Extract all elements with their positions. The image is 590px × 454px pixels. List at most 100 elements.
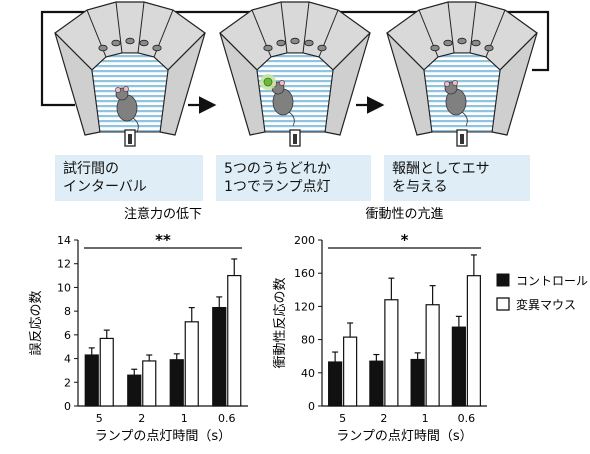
bar-mutant [343, 336, 358, 407]
bar-mutant [142, 360, 157, 407]
operant-box [54, 1, 206, 147]
mouse-tail [288, 111, 295, 127]
legend-label-mutant: 変異マウス [516, 297, 576, 312]
bar-mutant [466, 275, 481, 407]
mouse-tail [461, 111, 468, 127]
caption-line: 報酬としてエサ [392, 161, 490, 177]
nose-poke-hole [304, 39, 314, 47]
bar-mutant [184, 321, 199, 407]
chart-title: 注意力の低下 [124, 206, 202, 222]
nose-poke-hole [317, 44, 327, 52]
bar-control [169, 359, 184, 407]
y-tick-label: 8 [64, 305, 71, 318]
y-tick-label: 2 [64, 376, 71, 389]
nose-poke-hole [139, 39, 149, 47]
y-tick-label: 14 [57, 234, 71, 247]
y-tick-label: 4 [64, 353, 71, 366]
nose-poke-hole [443, 39, 453, 47]
y-tick-label: 6 [64, 329, 71, 342]
bar-control [369, 360, 384, 407]
bar-control [84, 354, 99, 407]
y-axis-label: 衝動性反応の数 [273, 277, 288, 368]
mouse-ear [444, 81, 450, 87]
nose-poke-hole [430, 44, 440, 52]
x-tick-label: 0.6 [218, 412, 236, 425]
x-tick-label: 2 [380, 412, 387, 425]
chamber-edge [137, 1, 145, 54]
step-caption-reward: 報酬としてエサ を与える [384, 155, 530, 201]
mouse-ear [123, 86, 129, 92]
chamber-floor [256, 52, 334, 133]
x-tick-label: 1 [181, 412, 188, 425]
mouse-ear [452, 80, 458, 86]
significance-marker: ** [155, 231, 171, 249]
chamber-edge [302, 1, 310, 54]
bar-control [451, 326, 466, 407]
mouse-ear [115, 87, 121, 93]
y-tick-label: 160 [294, 267, 315, 280]
y-tick-label: 40 [301, 367, 315, 380]
step-caption-lamp: 5つのうちどれか 1つでランプ点灯 [216, 155, 371, 201]
y-tick-label: 10 [57, 281, 71, 294]
legend-swatch-mutant [496, 297, 510, 311]
y-tick-label: 0 [64, 400, 71, 413]
bar-mutant [99, 337, 114, 407]
operant-box [386, 1, 538, 147]
chart-attention: 注意力の低下 ** 0 2 4 6 8 10 12 14 誤反応の数 5 2 1 0.6 ランプの点灯時間（s… [28, 206, 248, 444]
chamber-floor [91, 52, 169, 133]
bar-control [127, 374, 142, 407]
nose-poke-hole [457, 37, 467, 45]
bar-control [212, 306, 227, 407]
step-caption-intertrial: 試行間の インターバル [55, 155, 203, 201]
x-axis-label: ランプの点灯時間（s） [95, 429, 231, 444]
nose-poke-hole [152, 44, 162, 52]
bar-control [410, 358, 425, 407]
nose-poke-hole [276, 39, 286, 47]
y-tick-label: 80 [301, 334, 315, 347]
significance-marker: * [401, 231, 409, 249]
nose-poke-hole [484, 44, 494, 52]
operant-box [219, 1, 371, 147]
mouse [444, 80, 468, 127]
y-tick-label: 120 [294, 300, 315, 313]
y-tick-label: 12 [57, 258, 71, 271]
operant-boxes [54, 1, 538, 147]
food-magazine-slot [460, 134, 464, 144]
bar-mutant [384, 299, 399, 407]
bar-control [328, 361, 343, 407]
bar-mutant [227, 274, 242, 407]
chamber-edge [469, 1, 477, 54]
chamber-edge [447, 1, 455, 54]
food-magazine-slot [128, 134, 132, 144]
nose-poke-hole [98, 44, 108, 52]
chamber-edge [280, 1, 288, 54]
legend-swatch-control [496, 273, 510, 287]
y-axis-label: 誤反応の数 [28, 290, 44, 355]
caption-line: 試行間の [63, 161, 119, 177]
caption-line: インターバル [63, 179, 147, 195]
y-tick-label: 200 [294, 234, 315, 247]
x-tick-label: 1 [422, 412, 429, 425]
mouse-ear [279, 80, 285, 86]
nose-poke-hole [263, 44, 273, 52]
mouse [115, 86, 139, 133]
legend: コントロール 変異マウス [496, 273, 588, 312]
caption-line: を与える [392, 179, 448, 195]
lit-lamp [263, 77, 273, 87]
chart-impulsivity: 衝動性の亢進 * 0 40 80 120 160 200 衝動性反応の数 5 2 1 0.6 ランプの点灯… [273, 206, 487, 444]
x-tick-label: 5 [96, 412, 103, 425]
mouse-tail [132, 117, 139, 133]
x-tick-label: 0.6 [458, 412, 476, 425]
bar-mutant [425, 304, 440, 407]
mouse [271, 80, 295, 127]
y-tick-label: 0 [308, 400, 315, 413]
nose-poke-hole [125, 37, 135, 45]
x-axis-label: ランプの点灯時間（s） [336, 429, 472, 444]
nose-poke-hole [290, 37, 300, 45]
nose-poke-hole [111, 39, 121, 47]
x-tick-label: 5 [339, 412, 346, 425]
caption-line: 5つのうちどれか [224, 161, 331, 177]
nose-poke-hole [471, 39, 481, 47]
